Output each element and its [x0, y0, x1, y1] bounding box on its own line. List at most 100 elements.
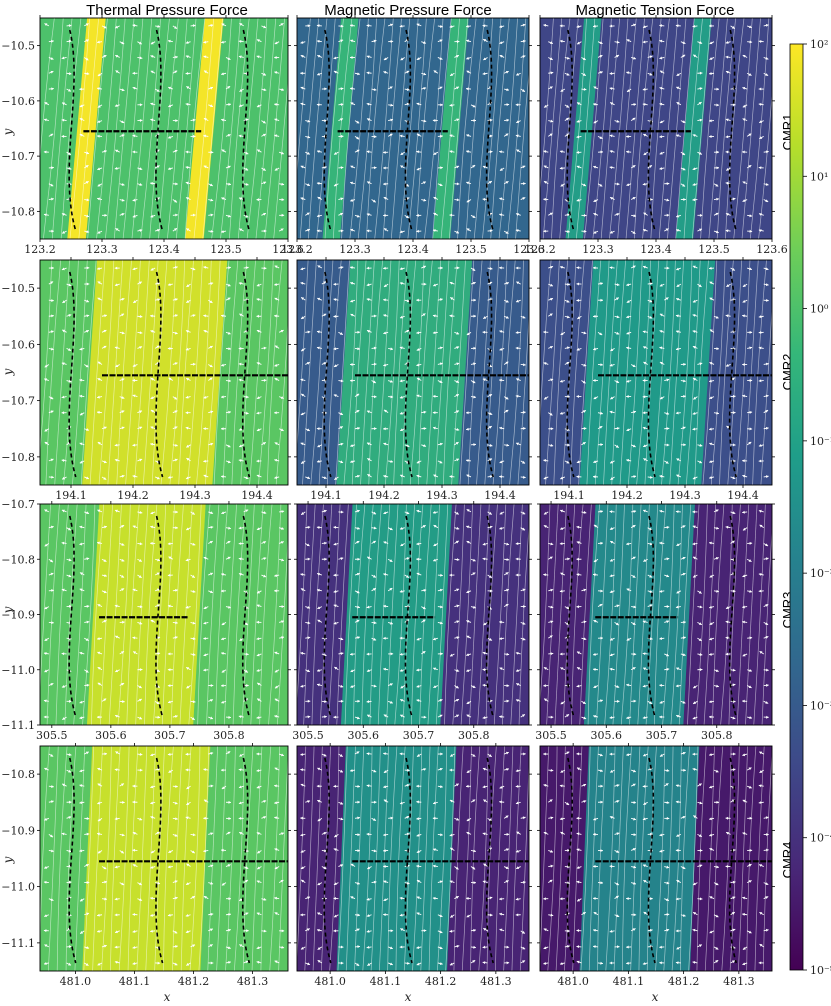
field-line [515, 68, 529, 239]
field-line [255, 18, 277, 239]
force-arrow-head [174, 331, 178, 335]
force-arrow-head [210, 282, 214, 285]
force-arrow-head [560, 332, 564, 335]
force-arrow-head [150, 785, 154, 789]
force-arrow-head [274, 574, 278, 578]
force-arrow-head [400, 165, 404, 169]
force-arrow-head [522, 816, 526, 820]
force-arrow-head [383, 298, 386, 302]
field-line [131, 18, 153, 239]
force-arrow-head [300, 71, 303, 75]
force-arrow-head [390, 103, 394, 107]
force-arrow-head [383, 442, 387, 446]
force-arrow-head [43, 150, 47, 154]
force-arrow-head [766, 683, 769, 687]
force-arrow-head [499, 25, 503, 29]
force-arrow-head [85, 638, 89, 641]
force-arrow-head [733, 411, 736, 415]
force-arrow-head [439, 930, 443, 934]
force-arrow-head [79, 849, 83, 853]
field-line [89, 260, 106, 485]
force-arrow-head [121, 558, 125, 562]
force-arrow-head [228, 960, 231, 964]
force-arrow-head [582, 73, 586, 76]
force-arrow-head [301, 348, 305, 352]
force-arrow-head [350, 39, 354, 43]
force-arrow-head [340, 103, 344, 107]
force-arrow-head [576, 525, 580, 529]
force-arrow-head [185, 166, 189, 169]
force-arrow-head [709, 266, 712, 270]
field-line [259, 504, 273, 725]
force-arrow-head [593, 347, 596, 351]
force-arrow-head [203, 768, 207, 772]
force-arrow-head [522, 39, 526, 43]
field-line [377, 504, 391, 725]
force-arrow-head [238, 39, 242, 43]
force-arrow-head [749, 40, 753, 44]
force-arrow-head [399, 652, 403, 656]
field-line [741, 18, 761, 239]
force-arrow-head [51, 197, 54, 201]
field-line [153, 504, 167, 725]
force-arrow-head [373, 769, 377, 773]
force-arrow-head [643, 346, 646, 349]
force-arrow-head [432, 864, 436, 868]
force-arrow-head [433, 426, 436, 430]
force-arrow-head [416, 684, 420, 688]
force-arrow-head [372, 540, 376, 544]
force-arrow-head [366, 150, 370, 154]
force-arrow-head [456, 620, 460, 624]
force-arrow-head [44, 817, 48, 821]
force-arrow-head [274, 314, 277, 318]
field-line [240, 260, 256, 485]
field-line [420, 746, 431, 971]
force-arrow-head [174, 833, 178, 837]
force-arrow-head [317, 767, 321, 771]
force-arrow-head [256, 769, 260, 773]
force-arrow-head [666, 620, 670, 624]
force-arrow-head [210, 23, 214, 27]
force-arrow-head [505, 880, 509, 883]
force-arrow-head [274, 589, 277, 593]
force-arrow-head [210, 684, 214, 688]
force-arrow-head [610, 102, 614, 105]
force-arrow-head [576, 25, 580, 28]
force-arrow-head [79, 87, 82, 91]
force-arrow-head [366, 605, 370, 609]
force-arrow-head [383, 541, 387, 545]
force-arrow-head [666, 427, 670, 431]
force-arrow-head [522, 621, 526, 625]
force-arrow-head [51, 229, 54, 233]
force-arrow-head [583, 427, 587, 431]
structure-filament [485, 271, 495, 478]
force-arrow-head [97, 73, 101, 77]
force-arrow-head [68, 849, 72, 853]
force-arrow-head [399, 801, 403, 805]
force-arrow-head [682, 653, 686, 657]
force-arrow-head [324, 119, 327, 123]
force-arrow-head [765, 410, 769, 413]
force-arrow-head [389, 683, 393, 686]
field-line [225, 746, 236, 971]
force-arrow-head [121, 783, 124, 787]
force-arrow-head [245, 849, 249, 853]
field-line [335, 260, 350, 485]
column-title-magnetic-tension: Magnetic Tension Force [576, 2, 735, 19]
force-arrow-head [583, 331, 587, 335]
force-arrow-head [455, 685, 459, 689]
force-arrow-head [51, 39, 54, 43]
force-arrow-head [185, 914, 189, 917]
force-arrow-head [256, 604, 260, 608]
force-arrow-head [174, 896, 178, 900]
force-arrow-head [204, 70, 207, 74]
force-arrow-head [262, 120, 266, 124]
force-arrow-head [221, 684, 224, 688]
force-arrow-head [692, 134, 696, 137]
force-arrow-head [609, 24, 613, 28]
force-arrow-head [567, 230, 570, 233]
force-arrow-head [523, 605, 526, 609]
field-line [572, 746, 583, 971]
force-arrow-head [416, 474, 420, 478]
x-tick-label: 123.6 [756, 243, 788, 256]
